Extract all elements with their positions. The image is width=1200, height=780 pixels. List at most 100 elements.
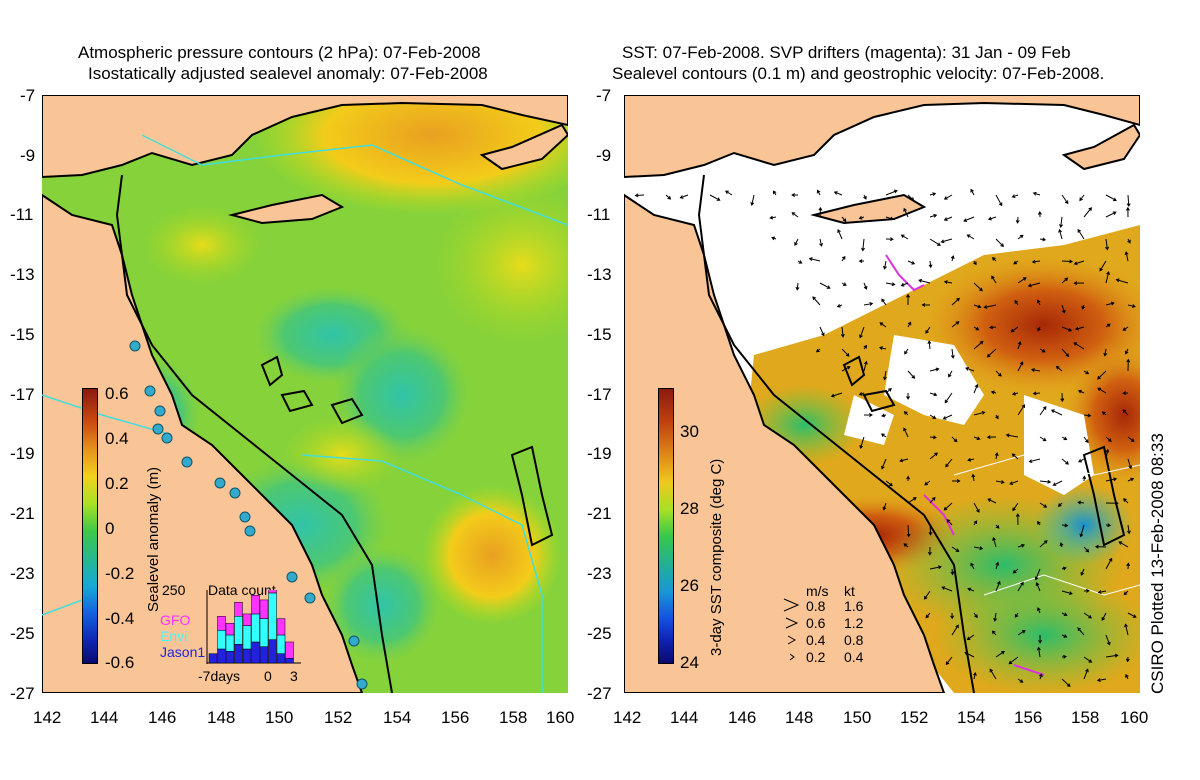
velocity-arrow — [907, 194, 915, 201]
right-x-tick: 144 — [670, 708, 699, 727]
left-map — [42, 95, 568, 693]
velocity-arrow — [841, 216, 847, 223]
velocity-arrow — [1037, 520, 1041, 526]
velocity-arrow — [992, 536, 997, 548]
left-x-tick: 158 — [499, 708, 528, 727]
velocity-arrow — [929, 392, 938, 397]
velocity-arrow — [795, 282, 800, 291]
velocity-arrow — [945, 458, 953, 468]
data-count-bar-jason — [285, 658, 294, 664]
data-count-bar-envi — [259, 618, 269, 647]
velocity-arrow — [991, 275, 997, 284]
velocity-arrow — [995, 370, 1002, 377]
velocity-arrow — [1010, 326, 1019, 333]
velocity-arrow — [918, 278, 931, 284]
velocity-arrow — [966, 234, 975, 240]
velocity-arrow — [841, 366, 851, 372]
velocity-arrow — [1037, 210, 1042, 218]
sealevel-colorbar-tick: 0.6 — [105, 384, 129, 403]
velocity-arrow — [881, 298, 887, 306]
velocity-arrow — [1015, 216, 1020, 224]
velocity-arrow — [709, 194, 721, 201]
right-y-tick: -21 — [587, 504, 612, 523]
velocity-arrow — [882, 502, 887, 511]
velocity-arrow — [973, 612, 978, 619]
velocity-arrow — [1061, 304, 1066, 314]
velocity-arrow — [1030, 368, 1041, 372]
left-title-line2: Isostatically adjusted sealevel anomaly:… — [88, 64, 488, 83]
sealevel-colorbar-tick: 0.2 — [105, 474, 129, 493]
left-x-tick: 142 — [33, 708, 62, 727]
velocity-arrow — [972, 671, 977, 680]
sealevel-colorbar-tick: 0.4 — [105, 429, 129, 448]
velocity-arrow — [1035, 582, 1041, 592]
velocity-arrow — [1122, 391, 1129, 396]
velocity-arrow — [1127, 458, 1133, 470]
velocity-legend-kt: 0.4 — [844, 649, 864, 665]
right-y-tick: -17 — [587, 385, 612, 404]
velocity-arrow — [993, 612, 998, 622]
geostrophic-velocity-arrows — [634, 188, 1137, 687]
velocity-arrow — [973, 546, 984, 551]
sealevel-anomaly-map — [42, 95, 568, 693]
left-x-tick: 152 — [324, 708, 353, 727]
data-count-max: 250 — [162, 582, 186, 598]
velocity-arrow — [816, 189, 821, 196]
velocity-arrow — [1032, 191, 1041, 196]
data-count-bar-jason — [242, 648, 252, 664]
velocity-arrow — [1055, 365, 1063, 372]
velocity-arrow — [1057, 502, 1063, 507]
velocity-arrow — [943, 280, 953, 285]
velocity-arrow — [1011, 194, 1019, 199]
data-count-bar-envi — [242, 625, 252, 650]
velocity-arrow — [973, 326, 980, 331]
left-y-tick: -13 — [10, 265, 35, 284]
velocity-arrow — [989, 668, 997, 680]
left-y-tick: -27 — [10, 684, 35, 703]
right-y-tick: -9 — [596, 146, 612, 165]
data-count-bar-jason — [208, 653, 218, 664]
data-count-bar-gfo — [242, 613, 252, 626]
velocity-arrow — [1103, 348, 1108, 357]
data-count-bars — [206, 590, 301, 664]
velocity-arrow — [989, 325, 997, 330]
velocity-arrow — [900, 282, 909, 287]
velocity-arrow — [973, 436, 981, 441]
sst-colorbar-tick: 28 — [680, 499, 699, 518]
velocity-arrow — [1083, 436, 1089, 444]
velocity-arrow — [836, 304, 843, 308]
velocity-arrow — [859, 436, 865, 449]
velocity-arrow — [883, 370, 887, 381]
data-count-bar-envi — [234, 616, 243, 645]
velocity-arrow — [986, 348, 997, 358]
velocity-arrow — [863, 302, 874, 306]
velocity-arrow — [965, 366, 975, 372]
velocity-legend-kt-header: kt — [844, 583, 855, 599]
data-count-bar-gfo — [259, 599, 269, 619]
right-y-tick: -23 — [587, 564, 612, 583]
velocity-arrow — [907, 321, 912, 328]
velocity-arrow — [963, 216, 975, 222]
velocity-arrow — [1017, 630, 1026, 636]
sst-colorbar-tick: 24 — [680, 653, 699, 672]
velocity-arrow — [929, 367, 940, 372]
velocity-arrow — [1099, 260, 1107, 272]
velocity-arrow — [964, 651, 975, 658]
right-x-tick: 160 — [1120, 708, 1149, 727]
velocity-arrow — [929, 496, 936, 504]
velocity-arrow — [1105, 323, 1111, 328]
velocity-arrow — [995, 238, 1004, 248]
sealevel-colorbar-tick: -0.6 — [105, 653, 135, 672]
velocity-arrow — [1038, 673, 1043, 680]
velocity-arrow — [791, 193, 799, 198]
legend-envi: Envi — [160, 628, 188, 644]
velocity-arrow — [1009, 480, 1019, 485]
velocity-arrow — [883, 260, 887, 270]
data-count-bar-jason — [259, 646, 269, 664]
velocity-arrow — [1061, 259, 1074, 264]
velocity-arrow — [1105, 523, 1112, 528]
velocity-arrow — [906, 475, 911, 482]
velocity-arrow — [1061, 612, 1068, 617]
data-count-bar-envi — [276, 634, 286, 654]
velocity-legend-kt: 1.6 — [844, 598, 864, 614]
